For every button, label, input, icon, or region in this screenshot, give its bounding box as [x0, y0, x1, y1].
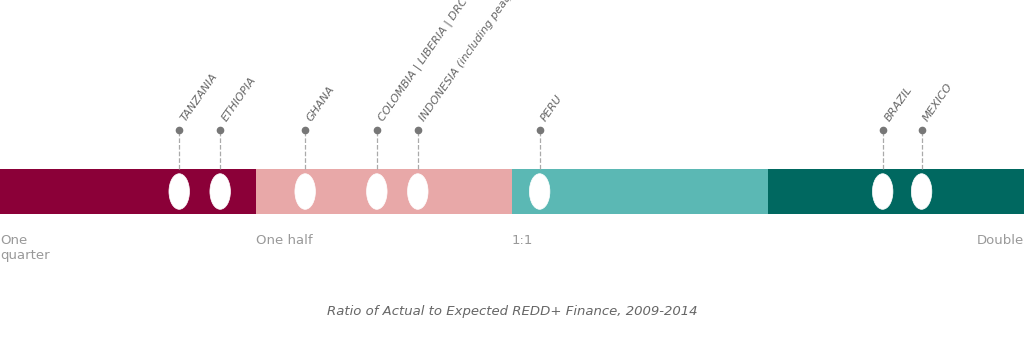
- Ellipse shape: [295, 174, 315, 209]
- Ellipse shape: [529, 174, 550, 209]
- Text: MEXICO: MEXICO: [922, 81, 955, 123]
- Bar: [256, 169, 512, 214]
- Text: GHANA: GHANA: [305, 84, 337, 123]
- Bar: [0, 169, 256, 214]
- Ellipse shape: [408, 174, 428, 209]
- Text: COLOMBIA | LIBERIA | DRC: COLOMBIA | LIBERIA | DRC: [377, 0, 470, 123]
- Text: BRAZIL: BRAZIL: [883, 84, 913, 123]
- Ellipse shape: [367, 174, 387, 209]
- Bar: [768, 169, 1024, 214]
- Ellipse shape: [911, 174, 932, 209]
- Ellipse shape: [169, 174, 189, 209]
- Ellipse shape: [872, 174, 893, 209]
- Text: Double: Double: [977, 234, 1024, 247]
- Text: PERU: PERU: [540, 93, 565, 123]
- Text: TANZANIA: TANZANIA: [179, 71, 220, 123]
- Bar: [512, 169, 768, 214]
- Text: INDONESIA (including peat): INDONESIA (including peat): [418, 0, 514, 123]
- Text: ETHIOPIA: ETHIOPIA: [220, 75, 258, 123]
- Text: 1:1: 1:1: [512, 234, 534, 247]
- Text: Ratio of Actual to Expected REDD+ Finance, 2009-2014: Ratio of Actual to Expected REDD+ Financ…: [327, 305, 697, 318]
- Text: One half: One half: [256, 234, 312, 247]
- Text: One
quarter: One quarter: [0, 234, 49, 262]
- Ellipse shape: [210, 174, 230, 209]
